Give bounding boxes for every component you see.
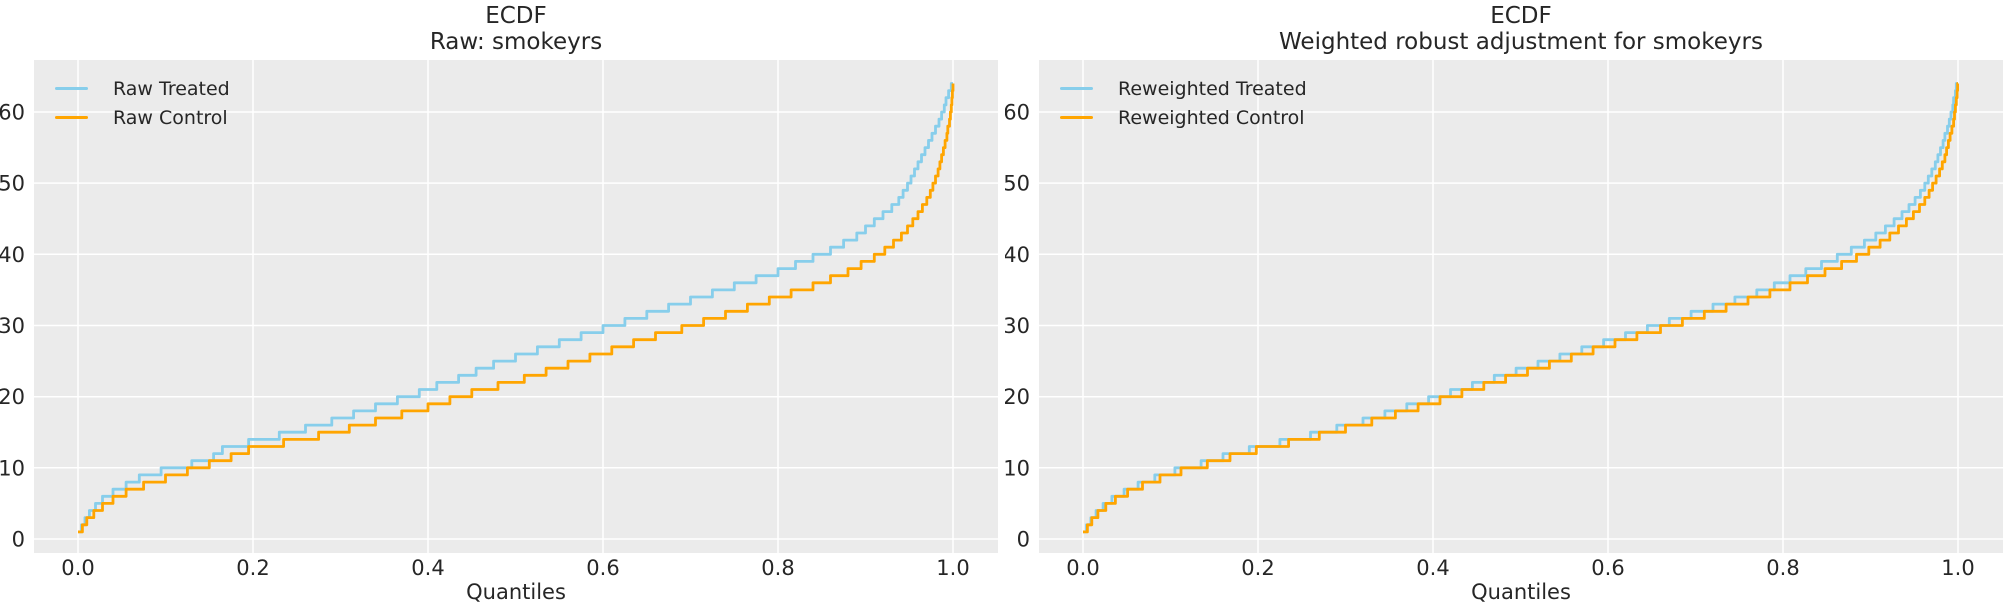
x-tick-label: 0.4 — [1416, 556, 1449, 580]
series-reweighted-control — [1083, 82, 1959, 534]
subplot-0: 0.0 0.2 0.4 0.6 0.8 1.0 0 10 20 30 40 50 60 ECDF Raw… — [0, 3, 998, 604]
control-line-sample-icon — [55, 116, 88, 119]
legend: Raw Treated Raw Control — [55, 74, 230, 132]
legend-item-treated: Reweighted Treated — [1060, 74, 1307, 103]
y-tick-label: 20 — [1005, 385, 1030, 409]
y-tick-label: 0 — [12, 528, 25, 552]
plot-title: ECDF Raw: smokeyrs — [34, 3, 998, 55]
y-tick-label: 30 — [1005, 314, 1030, 338]
treated-line-sample-icon — [1060, 87, 1093, 90]
legend-item-control: Reweighted Control — [1060, 103, 1307, 132]
legend-item-control: Raw Control — [55, 103, 230, 132]
plot-title-line2: Weighted robust adjustment for smokeyrs — [1279, 29, 1763, 55]
x-tick-label: 0.0 — [1066, 556, 1099, 580]
axes-background — [34, 60, 998, 553]
y-tick-label: 20 — [0, 385, 25, 409]
y-tick-label: 10 — [1005, 456, 1030, 480]
x-axis-label: Quantiles — [466, 580, 566, 604]
treated-legend-label: Reweighted Treated — [1118, 77, 1307, 100]
x-tick-label: 0.4 — [411, 556, 444, 580]
x-tick-label: 0.0 — [61, 556, 94, 580]
x-tick-label: 0.8 — [1766, 556, 1799, 580]
y-tick-label: 0 — [1017, 528, 1030, 552]
x-tick-label: 0.6 — [1591, 556, 1624, 580]
control-line-sample-icon — [1060, 116, 1093, 119]
y-tick-label: 30 — [0, 314, 25, 338]
x-tick-label: 1.0 — [936, 556, 969, 580]
x-tick-label: 0.2 — [1241, 556, 1274, 580]
y-tick-label: 50 — [1005, 172, 1030, 196]
x-axis-label: Quantiles — [1471, 580, 1571, 604]
legend: Reweighted Treated Reweighted Control — [1060, 74, 1307, 132]
y-tick-label: 60 — [0, 101, 25, 125]
x-tick-label: 0.2 — [236, 556, 269, 580]
treated-line-sample-icon — [55, 87, 88, 90]
y-tick-label: 40 — [0, 243, 25, 267]
control-legend-label: Reweighted Control — [1118, 106, 1305, 129]
plot-svg-1: 0.0 0.2 0.4 0.6 0.8 1.0 0 10 20 30 40 50 60 — [1005, 60, 2003, 580]
treated-legend-label: Raw Treated — [113, 77, 230, 100]
plot-title: ECDF Weighted robust adjustment for smok… — [1039, 3, 2003, 55]
axes-background — [1039, 60, 2003, 553]
plot-svg-0: 0.0 0.2 0.4 0.6 0.8 1.0 0 10 20 30 40 50 60 — [0, 60, 998, 580]
y-tick-label: 50 — [0, 172, 25, 196]
plot-title-line1: ECDF — [1490, 3, 1552, 29]
series-raw-control — [78, 83, 955, 534]
y-tick-label: 60 — [1005, 101, 1030, 125]
subplot-1: 0.0 0.2 0.4 0.6 0.8 1.0 0 10 20 30 40 50 60 ECDF Wei… — [1005, 0, 2011, 611]
plot-title-line2: Raw: smokeyrs — [429, 29, 603, 55]
x-tick-label: 0.8 — [761, 556, 794, 580]
control-legend-label: Raw Control — [113, 106, 228, 129]
y-tick-label: 10 — [0, 456, 25, 480]
y-tick-label: 40 — [1005, 243, 1030, 267]
x-tick-label: 1.0 — [1941, 556, 1974, 580]
plot-title-line1: ECDF — [485, 3, 547, 29]
legend-item-treated: Raw Treated — [55, 74, 230, 103]
x-tick-label: 0.6 — [586, 556, 619, 580]
